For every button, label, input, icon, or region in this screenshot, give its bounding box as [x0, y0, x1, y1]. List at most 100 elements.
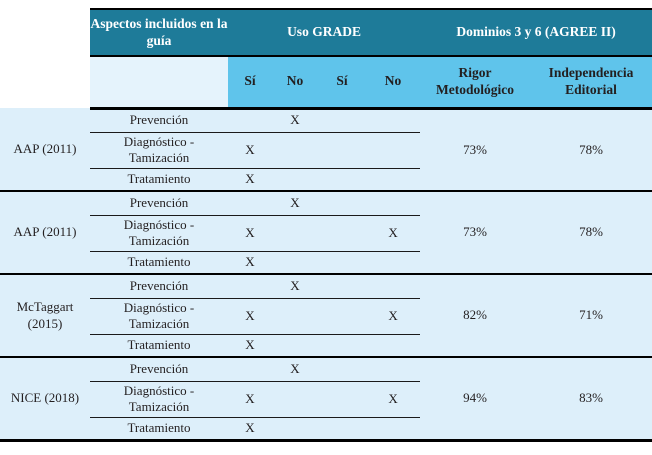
grade-mark — [366, 334, 421, 358]
aspect-label: Diagnóstico - Tamización — [90, 215, 228, 252]
aspect-label: Diagnóstico - Tamización — [90, 381, 228, 418]
aspect-label: Diagnóstico - Tamización — [90, 298, 228, 335]
guide-name: AAP (2011) — [0, 191, 90, 275]
aspect-label: Prevención — [90, 191, 228, 216]
table-body: AAP (2011) Prevención X 73% 78% Diagnóstico -… — [0, 108, 652, 442]
subheader-independencia: Independencia Editorial — [530, 56, 652, 110]
grade-mark — [318, 251, 366, 275]
subheader-si-2: Sí — [318, 56, 366, 110]
grade-mark: X — [228, 298, 272, 335]
editorial-value: 78% — [530, 191, 652, 275]
grade-mark — [318, 108, 366, 133]
table-row: Diagnóstico - Tamización X — [0, 132, 652, 169]
grade-mark — [366, 357, 421, 382]
aspect-label: Tratamiento — [90, 168, 228, 192]
table-row: Tratamiento X — [0, 168, 652, 192]
grade-mark — [272, 381, 318, 418]
grade-mark — [366, 132, 421, 169]
grade-mark: X — [228, 132, 272, 169]
guide-name: NICE (2018) — [0, 357, 90, 442]
table-row: McTaggart (2015) Prevención X 82% 71% — [0, 274, 652, 358]
grade-mark — [228, 357, 272, 382]
table-row: Diagnóstico - Tamización X X — [0, 381, 652, 418]
aspect-label: Tratamiento — [90, 334, 228, 358]
table-header: Aspectos incluidos en la guía Uso GRADE … — [0, 8, 652, 110]
empty-subheader-cell — [90, 56, 228, 110]
grade-mark — [318, 274, 366, 299]
rigor-value: 82% — [420, 274, 531, 358]
grade-mark: X — [366, 215, 421, 252]
table-row: Diagnóstico - Tamización X X — [0, 298, 652, 335]
guide-name: AAP (2011) — [0, 108, 90, 192]
grade-mark: X — [228, 381, 272, 418]
rigor-value: 94% — [420, 357, 531, 442]
grade-mark: X — [228, 215, 272, 252]
grade-mark: X — [228, 251, 272, 275]
aspect-label: Tratamiento — [90, 417, 228, 442]
grade-mark — [366, 417, 421, 442]
subheader-si-1: Sí — [228, 56, 272, 110]
table-row: AAP (2011) Prevención X 73% 78% — [0, 191, 652, 275]
corner-blank — [0, 56, 90, 108]
guide-name: McTaggart (2015) — [0, 274, 90, 358]
subheader-rigor: Rigor Metodológico — [420, 56, 531, 110]
aspect-label: Tratamiento — [90, 251, 228, 275]
aspect-label: Prevención — [90, 108, 228, 133]
table-row: Diagnóstico - Tamización X X — [0, 215, 652, 252]
header-row-sub: Sí No Sí No Rigor Metodológico Independe… — [0, 56, 652, 110]
grade-mark — [318, 357, 366, 382]
grade-mark — [228, 274, 272, 299]
table-row: Tratamiento X — [0, 334, 652, 358]
grade-mark — [272, 215, 318, 252]
table-row: AAP (2011) Prevención X 73% 78% — [0, 108, 652, 192]
grade-mark — [228, 191, 272, 216]
subheader-no-2: No — [366, 56, 421, 110]
grade-mark: X — [228, 334, 272, 358]
table-row: Tratamiento X — [0, 251, 652, 275]
aspect-label: Prevención — [90, 357, 228, 382]
grade-mark — [366, 168, 421, 192]
grade-mark — [318, 417, 366, 442]
grade-mark — [366, 191, 421, 216]
header-aspectos: Aspectos incluidos en la guía — [90, 8, 228, 57]
guidelines-comparison-table: Aspectos incluidos en la guía Uso GRADE … — [0, 8, 652, 442]
grade-mark — [318, 298, 366, 335]
grade-mark: X — [272, 274, 318, 299]
grade-mark: X — [228, 417, 272, 442]
grade-mark — [272, 132, 318, 169]
grade-mark — [272, 334, 318, 358]
grade-mark: X — [272, 357, 318, 382]
header-uso-grade: Uso GRADE — [228, 8, 421, 57]
grade-mark — [318, 191, 366, 216]
editorial-value: 71% — [530, 274, 652, 358]
grade-mark — [272, 168, 318, 192]
grade-mark — [318, 334, 366, 358]
grade-mark: X — [228, 168, 272, 192]
grade-mark — [228, 108, 272, 133]
subheader-no-1: No — [272, 56, 318, 110]
grade-mark — [318, 381, 366, 418]
grade-mark — [366, 108, 421, 133]
rigor-value: 73% — [420, 191, 531, 275]
grade-mark — [272, 298, 318, 335]
grade-mark — [272, 417, 318, 442]
page: Aspectos incluidos en la guía Uso GRADE … — [0, 8, 652, 442]
table-row: NICE (2018) Prevención X 94% 83% — [0, 357, 652, 442]
grade-mark — [318, 168, 366, 192]
editorial-value: 83% — [530, 357, 652, 442]
aspect-label: Prevención — [90, 274, 228, 299]
grade-mark: X — [366, 381, 421, 418]
grade-mark: X — [272, 108, 318, 133]
header-dominios-agree: Dominios 3 y 6 (AGREE II) — [420, 8, 652, 57]
aspect-label: Diagnóstico - Tamización — [90, 132, 228, 169]
rigor-value: 73% — [420, 108, 531, 192]
corner-blank — [0, 9, 90, 56]
header-row-groups: Aspectos incluidos en la guía Uso GRADE … — [0, 8, 652, 57]
grade-mark — [318, 132, 366, 169]
table-row: Tratamiento X — [0, 417, 652, 442]
grade-mark — [366, 251, 421, 275]
grade-mark — [318, 215, 366, 252]
editorial-value: 78% — [530, 108, 652, 192]
grade-mark: X — [366, 298, 421, 335]
grade-mark — [366, 274, 421, 299]
